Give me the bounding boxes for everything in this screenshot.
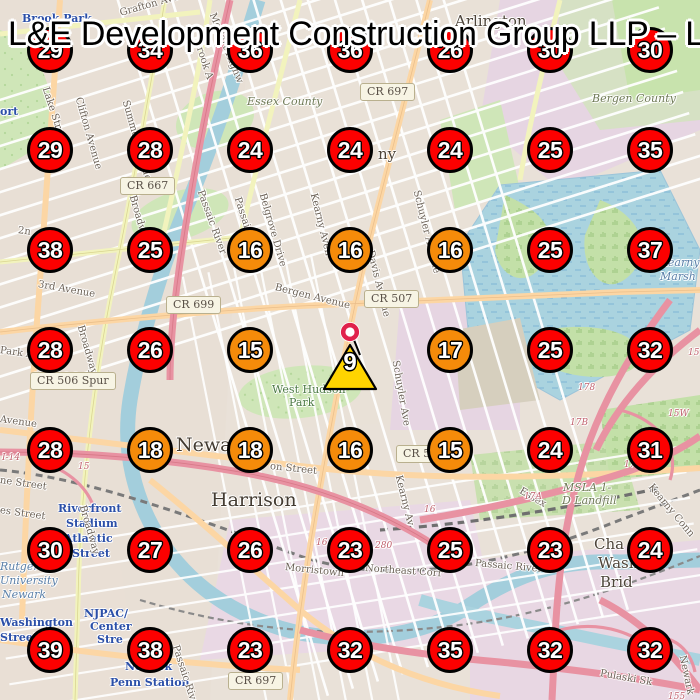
cluster-marker-label: 15	[437, 436, 463, 463]
cluster-marker[interactable]: 25	[527, 127, 573, 173]
cluster-marker-label: 23	[537, 536, 563, 563]
cluster-marker[interactable]: 24	[227, 127, 273, 173]
cluster-marker-label: 30	[37, 536, 63, 563]
cluster-marker[interactable]: 24	[527, 427, 573, 473]
cluster-marker[interactable]: 35	[627, 127, 673, 173]
cluster-marker-label: 27	[137, 536, 163, 563]
cluster-marker[interactable]: 28	[27, 327, 73, 373]
cluster-marker[interactable]: 28	[27, 427, 73, 473]
cluster-marker[interactable]: 15	[427, 427, 473, 473]
cluster-marker-label: 26	[237, 536, 263, 563]
cluster-marker[interactable]: 25	[427, 527, 473, 573]
cluster-marker-label: 23	[337, 536, 363, 563]
cluster-marker-label: 31	[637, 436, 663, 463]
cluster-marker-label: 38	[137, 636, 163, 663]
cluster-marker[interactable]: 16	[427, 227, 473, 273]
cluster-marker-label: 28	[37, 336, 63, 363]
cluster-marker-label: 32	[637, 636, 663, 663]
cluster-marker[interactable]: 30	[627, 27, 673, 73]
cluster-marker[interactable]: 37	[627, 227, 673, 273]
cluster-marker[interactable]: 26	[127, 327, 173, 373]
cluster-marker-label: 16	[337, 436, 363, 463]
cluster-marker[interactable]: 28	[127, 127, 173, 173]
cluster-marker-label: 32	[637, 336, 663, 363]
cluster-marker[interactable]: 27	[127, 527, 173, 573]
cluster-marker[interactable]: 23	[227, 627, 273, 673]
cluster-marker[interactable]: 23	[527, 527, 573, 573]
cluster-marker-label: 18	[137, 436, 163, 463]
cluster-marker-label: 26	[137, 336, 163, 363]
cluster-marker-label: 24	[437, 136, 463, 163]
cluster-marker[interactable]: 16	[327, 427, 373, 473]
cluster-marker[interactable]: 34	[127, 27, 173, 73]
cluster-marker[interactable]: 32	[627, 627, 673, 673]
cluster-marker[interactable]: 32	[327, 627, 373, 673]
cluster-marker-label: 37	[637, 236, 663, 263]
cluster-marker-label: 32	[537, 636, 563, 663]
cluster-marker-label: 25	[537, 336, 563, 363]
cluster-marker-label: 16	[437, 236, 463, 263]
cluster-marker-label: 28	[37, 436, 63, 463]
cluster-marker-label: 29	[37, 136, 63, 163]
cluster-marker[interactable]: 15	[227, 327, 273, 373]
cluster-marker[interactable]: 38	[127, 627, 173, 673]
cluster-marker-label: 30	[537, 36, 563, 63]
cluster-marker[interactable]: 26	[427, 27, 473, 73]
cluster-marker[interactable]: 26	[227, 527, 273, 573]
cluster-marker[interactable]: 31	[627, 427, 673, 473]
cluster-marker-label: 36	[337, 36, 363, 63]
cluster-marker[interactable]: 38	[27, 227, 73, 273]
cluster-marker-label: 15	[237, 336, 263, 363]
cluster-marker[interactable]: 30	[527, 27, 573, 73]
cluster-marker-label: 26	[437, 36, 463, 63]
cluster-marker-label: 24	[537, 436, 563, 463]
cluster-marker-label: 32	[337, 636, 363, 663]
cluster-marker[interactable]: 23	[327, 527, 373, 573]
cluster-marker-label: 34	[137, 36, 163, 63]
cluster-marker-label: 16	[337, 236, 363, 263]
cluster-marker[interactable]: 36	[327, 27, 373, 73]
cluster-marker[interactable]: 18	[227, 427, 273, 473]
cluster-marker-label: 35	[437, 636, 463, 663]
cluster-marker[interactable]: 25	[527, 327, 573, 373]
cluster-marker[interactable]: 39	[27, 627, 73, 673]
cluster-marker-label: 25	[137, 236, 163, 263]
cluster-marker-label: 39	[37, 636, 63, 663]
cluster-marker[interactable]: 32	[527, 627, 573, 673]
cluster-marker-label: 23	[237, 636, 263, 663]
cluster-marker[interactable]: 35	[427, 627, 473, 673]
cluster-marker-label: 17	[437, 336, 463, 363]
cluster-marker[interactable]: 36	[227, 27, 273, 73]
cluster-marker[interactable]: 25	[527, 227, 573, 273]
cluster-marker-label: 36	[237, 36, 263, 63]
cluster-marker[interactable]: 29	[27, 27, 73, 73]
cluster-marker-label: 35	[637, 136, 663, 163]
cluster-marker-label: 28	[137, 136, 163, 163]
site-location-marker[interactable]: 9	[320, 321, 380, 393]
cluster-marker-label: 30	[637, 36, 663, 63]
cluster-marker[interactable]: 29	[27, 127, 73, 173]
cluster-marker[interactable]: 25	[127, 227, 173, 273]
cluster-marker[interactable]: 24	[327, 127, 373, 173]
warning-triangle-icon	[322, 322, 378, 391]
cluster-marker-label: 16	[237, 236, 263, 263]
cluster-marker[interactable]: 18	[127, 427, 173, 473]
cluster-marker[interactable]: 32	[627, 327, 673, 373]
cluster-marker-label: 29	[37, 36, 63, 63]
cluster-marker[interactable]: 30	[27, 527, 73, 573]
cluster-marker[interactable]: 24	[627, 527, 673, 573]
cluster-marker-label: 25	[437, 536, 463, 563]
cluster-marker-label: 24	[337, 136, 363, 163]
cluster-marker-label: 25	[537, 236, 563, 263]
cluster-marker-label: 38	[37, 236, 63, 263]
cluster-marker-label: 25	[537, 136, 563, 163]
cluster-marker[interactable]: 24	[427, 127, 473, 173]
cluster-marker-label: 24	[237, 136, 263, 163]
cluster-marker[interactable]: 16	[327, 227, 373, 273]
cluster-marker-label: 24	[637, 536, 663, 563]
cluster-marker-label: 18	[237, 436, 263, 463]
cluster-marker[interactable]: 16	[227, 227, 273, 273]
cluster-marker[interactable]: 17	[427, 327, 473, 373]
